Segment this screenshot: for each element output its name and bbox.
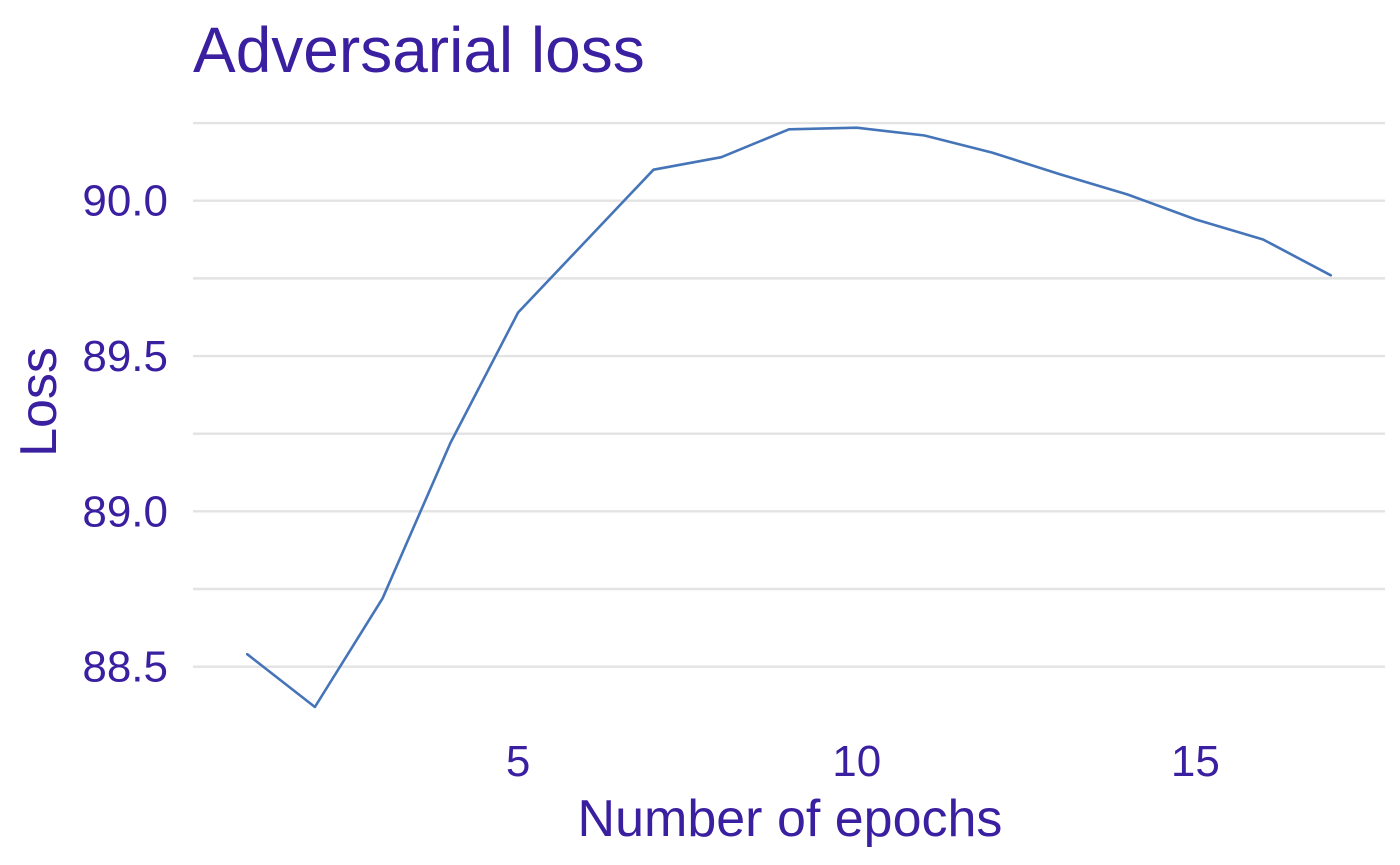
- chart-title: Adversarial loss: [193, 14, 645, 86]
- x-tick-label-2: 15: [1171, 737, 1220, 786]
- series-layer: [245, 126, 1333, 709]
- y-tick-label-3: 90.0: [82, 177, 168, 226]
- x-axis-title: Number of epochs: [578, 790, 1003, 848]
- x-tick-labels: 5 10 15: [506, 737, 1220, 786]
- y-tick-label-2: 89.5: [82, 332, 168, 381]
- y-tick-labels: 88.5 89.0 89.5 90.0: [82, 177, 168, 692]
- y-tick-label-0: 88.5: [82, 643, 168, 692]
- series-line-0: [245, 126, 1333, 709]
- y-tick-label-1: 89.0: [82, 487, 168, 536]
- grid: [193, 121, 1385, 668]
- y-axis-title: Loss: [10, 347, 68, 457]
- x-tick-label-1: 10: [832, 737, 881, 786]
- x-tick-label-0: 5: [506, 737, 530, 786]
